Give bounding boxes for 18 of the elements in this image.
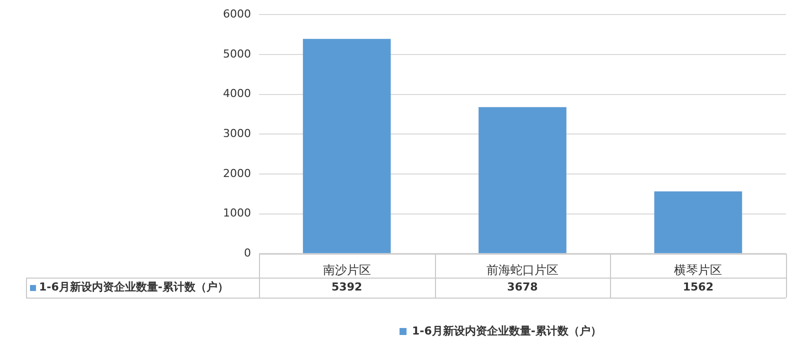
y-tick-label: 6000 [222, 7, 251, 20]
y-tick-label: 0 [244, 246, 251, 260]
y-tick-label: 1000 [222, 206, 251, 220]
y-tick-label: 2000 [222, 166, 251, 180]
x-tick-label: 前海蛇口片区 [486, 262, 558, 277]
y-tick-label: 3000 [222, 126, 251, 140]
x-tick-label: 横琴片区 [674, 262, 722, 277]
data-label: 5392 [332, 280, 362, 294]
bar [302, 38, 391, 254]
x-tick-label: 南沙片区 [322, 262, 371, 277]
y-tick-label: 4000 [222, 87, 251, 100]
data-label: 1562 [682, 280, 714, 294]
bar [654, 191, 742, 254]
y-tick-label: 5000 [222, 47, 251, 60]
data-label: 3678 [507, 280, 538, 294]
text: 1-6月新设内资企业数量-累计数（户） [38, 280, 228, 294]
legend-label: 1-6月新设内资企业数量-累计数（户） [412, 324, 602, 338]
bar [478, 107, 566, 254]
